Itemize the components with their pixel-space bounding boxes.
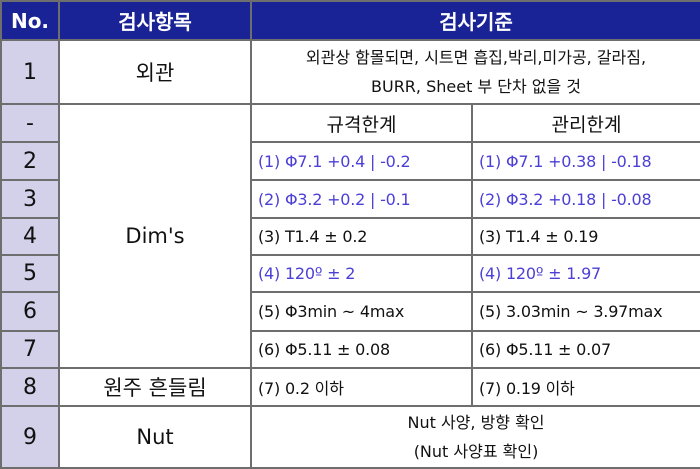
subheader-row: - Dim's 규격한계 관리한계	[0, 103, 700, 369]
mgmt-limit-value: (2) Φ3.2 +0.18 | -0.08	[470, 179, 700, 219]
table-row: 3 (2) Φ3.2 +0.2 | -0.1 (2) Φ3.2 +0.18 | …	[0, 179, 700, 219]
header-no: No.	[0, 0, 60, 41]
table-row: 5 (4) 120º ± 2 (4) 120º ± 1.97	[0, 254, 700, 293]
table-row: 9 Nut Nut 사양, 방향 확인 (Nut 사양표 확인)	[0, 405, 700, 469]
mgmt-limit-value: (1) Φ7.1 +0.38 | -0.18	[470, 141, 700, 181]
mgmt-limit-value: (5) 3.03min ~ 3.97max	[470, 291, 700, 332]
criteria-nut: Nut 사양, 방향 확인 (Nut 사양표 확인)	[249, 405, 700, 469]
criteria-line: Nut 사양, 방향 확인	[407, 413, 545, 432]
row-number: -	[0, 103, 60, 143]
row-number: 7	[0, 330, 60, 369]
spec-limit-value: (4) 120º ± 2	[250, 254, 473, 293]
spec-limit-header: 규격한계	[250, 103, 473, 143]
mgmt-limit-value: (4) 120º ± 1.97	[470, 254, 700, 293]
item-appearance: 외관	[58, 39, 252, 105]
spec-limit-value: (5) Φ3min ~ 4max	[250, 291, 473, 332]
row-number: 5	[0, 254, 60, 293]
table-row: 4 (3) T1.4 ± 0.2 (3) T1.4 ± 0.19	[0, 217, 700, 256]
criteria-line: BURR, Sheet 부 단차 없을 것	[371, 77, 582, 96]
spec-limit-value: (7) 0.2 이하	[250, 367, 473, 407]
spec-limit-value: (2) Φ3.2 +0.2 | -0.1	[250, 179, 473, 219]
row-number: 6	[0, 291, 60, 332]
criteria-line: 외관상 함몰되면, 시트면 흡집,박리,미가공, 갈라짐,	[305, 48, 647, 67]
spec-limit-value: (6) Φ5.11 ± 0.08	[250, 330, 473, 369]
header-item: 검사항목	[58, 0, 252, 41]
mgmt-limit-header: 관리한계	[470, 103, 700, 143]
row-number: 3	[0, 179, 60, 219]
mgmt-limit-value: (3) T1.4 ± 0.19	[470, 217, 700, 256]
mgmt-limit-value: (6) Φ5.11 ± 0.07	[470, 330, 700, 369]
item-runout: 원주 흔들림	[58, 367, 252, 407]
header-row: No. 검사항목 검사기준	[0, 0, 700, 41]
mgmt-limit-value: (7) 0.19 이하	[470, 367, 700, 407]
row-number: 2	[0, 141, 60, 181]
criteria-appearance: 외관상 함몰되면, 시트면 흡집,박리,미가공, 갈라짐, BURR, Shee…	[249, 39, 700, 105]
table-row: 8 원주 흔들림 (7) 0.2 이하 (7) 0.19 이하	[0, 367, 700, 407]
row-number: 8	[0, 367, 60, 407]
row-number: 9	[0, 405, 60, 469]
row-number: 4	[0, 217, 60, 256]
table-row: 6 (5) Φ3min ~ 4max (5) 3.03min ~ 3.97max	[0, 291, 700, 332]
header-criteria: 검사기준	[249, 0, 700, 41]
spec-limit-value: (1) Φ7.1 +0.4 | -0.2	[250, 141, 473, 181]
item-nut: Nut	[58, 405, 252, 469]
item-dims: Dim's	[58, 103, 252, 369]
spec-limit-value: (3) T1.4 ± 0.2	[250, 217, 473, 256]
criteria-line: (Nut 사양표 확인)	[413, 442, 539, 461]
row-number: 1	[0, 39, 60, 105]
table-row: 1 외관 외관상 함몰되면, 시트면 흡집,박리,미가공, 갈라짐, BURR,…	[0, 39, 700, 105]
table-row: 2 (1) Φ7.1 +0.4 | -0.2 (1) Φ7.1 +0.38 | …	[0, 141, 700, 181]
table-row: 7 (6) Φ5.11 ± 0.08 (6) Φ5.11 ± 0.07	[0, 330, 700, 369]
